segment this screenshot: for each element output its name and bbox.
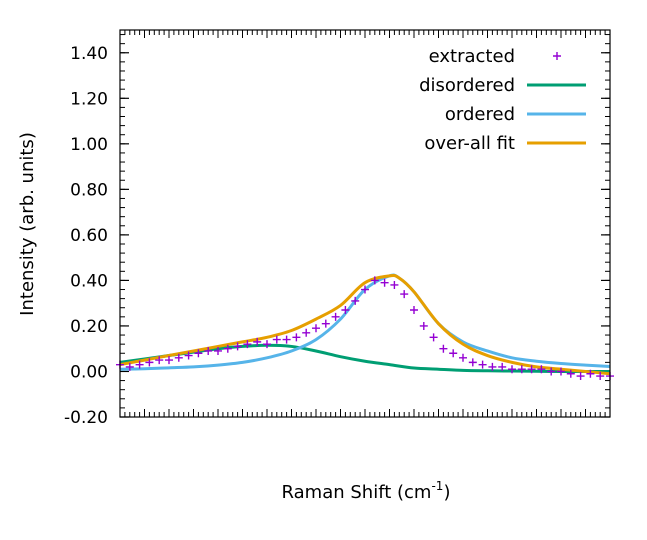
data-point-extracted bbox=[488, 362, 497, 371]
data-point-extracted bbox=[194, 349, 203, 358]
data-point-extracted bbox=[439, 344, 448, 353]
data-point-extracted bbox=[586, 369, 595, 378]
legend-label-over-all-fit: over-all fit bbox=[424, 133, 515, 154]
data-point-extracted bbox=[498, 362, 507, 371]
data-point-extracted bbox=[419, 321, 428, 330]
legend-marker-extracted bbox=[553, 52, 561, 60]
y-tick-label: -0.20 bbox=[64, 408, 108, 428]
y-tick-label: 0.60 bbox=[70, 226, 108, 246]
data-point-extracted bbox=[174, 353, 183, 362]
data-point-extracted bbox=[478, 360, 487, 369]
x-axis-label-superscript: -1 bbox=[431, 479, 443, 493]
data-point-extracted bbox=[468, 358, 477, 367]
series-line-over-all-fit bbox=[119, 274, 611, 376]
plot-series bbox=[116, 273, 614, 381]
data-point-extracted bbox=[410, 306, 418, 315]
data-point-extracted bbox=[145, 358, 154, 367]
data-point-extracted bbox=[449, 349, 458, 358]
data-point-extracted bbox=[321, 319, 330, 328]
data-point-extracted bbox=[596, 372, 605, 381]
data-point-extracted bbox=[155, 356, 164, 365]
data-point-extracted bbox=[272, 335, 281, 344]
x-axis-label-suffix: ) bbox=[443, 482, 450, 503]
y-tick-label: 0.00 bbox=[70, 362, 108, 382]
data-point-extracted bbox=[214, 346, 222, 355]
data-point-extracted bbox=[184, 351, 193, 360]
x-axis-label-text: Raman Shift (cm bbox=[282, 482, 432, 503]
data-point-extracted bbox=[517, 365, 526, 374]
data-point-extracted bbox=[204, 346, 213, 355]
data-point-extracted bbox=[459, 353, 467, 362]
data-point-extracted bbox=[243, 340, 252, 349]
x-axis-label: Raman Shift (cm-1) bbox=[282, 479, 451, 503]
data-point-extracted bbox=[263, 340, 271, 349]
data-point-extracted bbox=[125, 362, 134, 371]
y-tick-label: 1.40 bbox=[70, 44, 108, 64]
y-tick-label: 0.40 bbox=[70, 271, 108, 291]
data-point-extracted bbox=[165, 356, 173, 365]
data-point-extracted bbox=[351, 296, 360, 305]
data-point-extracted bbox=[331, 312, 340, 321]
legend-label-ordered: ordered bbox=[445, 104, 515, 125]
y-tick-label: 0.20 bbox=[70, 317, 108, 337]
data-point-extracted bbox=[547, 367, 556, 376]
data-point-extracted bbox=[537, 365, 546, 374]
data-point-extracted bbox=[566, 369, 575, 378]
data-point-extracted bbox=[508, 365, 516, 374]
y-tick-label: 0.80 bbox=[70, 180, 108, 200]
data-point-extracted bbox=[557, 367, 565, 376]
legend-label-disordered: disordered bbox=[419, 75, 515, 96]
y-axis-label: Intensity (arb. units) bbox=[17, 132, 38, 316]
data-point-extracted bbox=[429, 333, 438, 342]
data-point-extracted bbox=[390, 280, 399, 289]
data-point-extracted bbox=[341, 306, 350, 315]
data-point-extracted bbox=[223, 344, 232, 353]
data-point-extracted bbox=[233, 342, 242, 351]
y-tick-label: 1.20 bbox=[70, 89, 108, 109]
data-point-extracted bbox=[361, 285, 369, 294]
x-axis-ticks bbox=[119, 30, 611, 417]
data-point-extracted bbox=[282, 335, 291, 344]
y-axis-ticks: -0.20 0.00 0.20 0.40 0.60 0.80 1.00 1.20 1.40 bbox=[64, 34, 610, 428]
plot-frame bbox=[119, 29, 611, 418]
data-point-extracted bbox=[302, 328, 311, 337]
legend: extracted disordered ordered over-all fit bbox=[419, 46, 586, 154]
data-point-extracted bbox=[292, 333, 301, 342]
data-point-extracted bbox=[135, 360, 144, 369]
y-tick-label: 1.00 bbox=[70, 135, 108, 155]
data-point-extracted bbox=[380, 278, 389, 287]
data-point-extracted bbox=[370, 276, 379, 285]
data-point-extracted bbox=[576, 372, 585, 381]
data-point-extracted bbox=[253, 337, 262, 346]
legend-label-extracted: extracted bbox=[429, 46, 515, 67]
data-point-extracted bbox=[400, 290, 409, 299]
data-point-extracted bbox=[527, 365, 536, 374]
data-point-extracted bbox=[312, 324, 320, 333]
